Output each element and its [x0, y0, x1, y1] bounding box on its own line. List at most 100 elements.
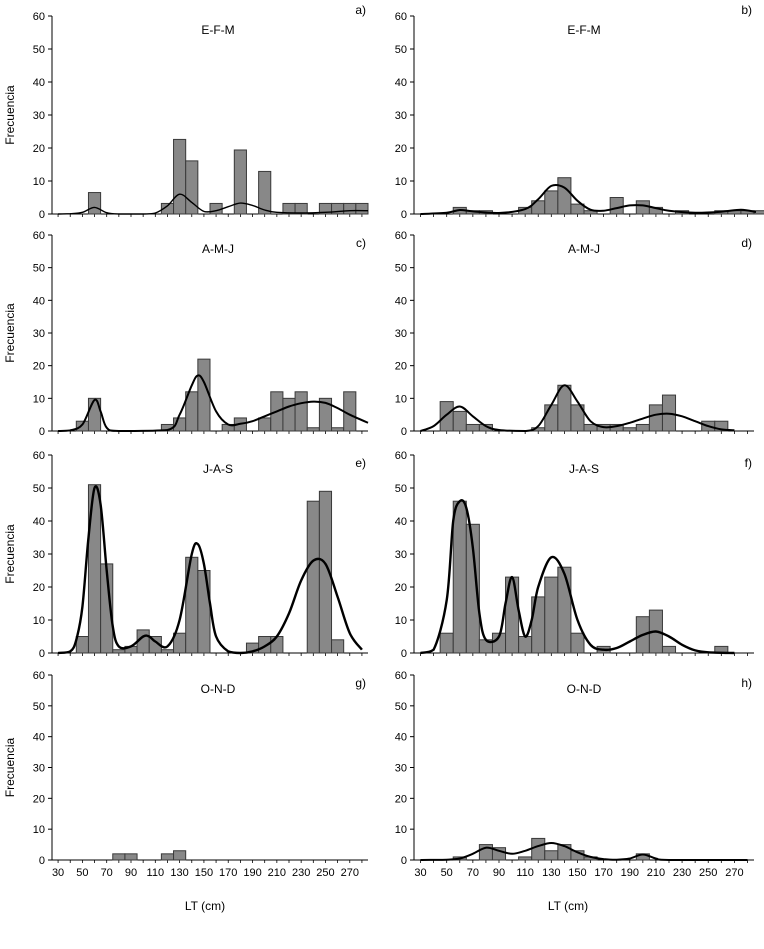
y-tick-label: 10: [395, 393, 407, 405]
histogram-bar-5: [544, 404, 559, 432]
y-tick-label: 60: [395, 670, 407, 682]
y-tick-label: 50: [33, 263, 45, 275]
y-tick-label: 20: [33, 793, 45, 805]
y-axis-label: Frecuencia: [3, 303, 17, 363]
histogram-bar-12: [635, 423, 650, 432]
x-tick-label: 270: [341, 867, 359, 879]
density-curve: [420, 841, 748, 862]
histogram-bar-7: [570, 203, 585, 215]
histogram-bar-0: [112, 853, 126, 861]
x-tick-label: 130: [542, 867, 560, 879]
y-tick-label: 50: [395, 44, 407, 56]
y-tick-label: 30: [33, 763, 45, 775]
y-tick-label: 20: [395, 143, 407, 155]
density-curve: [420, 384, 735, 433]
y-tick-label: 30: [395, 549, 407, 561]
y-axis-label: Frecuencia: [3, 524, 17, 584]
x-tick-label: 270: [725, 867, 743, 879]
panel-title: O-N-D: [201, 682, 236, 696]
histogram-bar-9: [609, 197, 624, 215]
y-tick-label: 40: [33, 516, 45, 528]
x-axis-label-right: LT (cm): [548, 899, 588, 913]
y-tick-label: 10: [33, 176, 45, 188]
histogram-bar-2: [173, 138, 187, 215]
y-tick-label: 50: [395, 263, 407, 275]
y-tick-label: 60: [395, 450, 407, 462]
y-tick-label: 0: [39, 855, 45, 867]
histogram-bar-12: [306, 427, 320, 432]
y-tick-label: 20: [395, 582, 407, 594]
y-axis-label: Frecuencia: [3, 85, 17, 145]
histogram-bar-3: [518, 856, 533, 861]
y-tick-label: 10: [33, 824, 45, 836]
y-tick-label: 10: [395, 824, 407, 836]
density-curve: [57, 485, 363, 655]
panel-c: 0 10 20 30 40 50 60 A-M-J c) Frecuencia: [3, 230, 369, 438]
panel-title: E-F-M: [201, 23, 234, 37]
y-tick-label: 40: [395, 516, 407, 528]
x-tick-label: 190: [243, 867, 261, 879]
panel-letter: c): [356, 236, 366, 250]
y-tick-label: 0: [39, 426, 45, 438]
histogram-bar-9: [557, 566, 572, 654]
y-tick-label: 20: [33, 361, 45, 373]
y-tick-label: 60: [395, 230, 407, 242]
y-tick-label: 0: [401, 855, 407, 867]
y-tick-label: 30: [33, 110, 45, 122]
y-tick-label: 50: [33, 483, 45, 495]
histogram-bar-10: [570, 632, 585, 654]
histogram-bar-7: [570, 404, 585, 432]
x-tick-label: 230: [292, 867, 310, 879]
x-tick-label: 250: [699, 867, 717, 879]
y-tick-label: 20: [395, 361, 407, 373]
x-tick-label: 70: [101, 867, 113, 879]
panel-title: O-N-D: [567, 682, 602, 696]
x-tick-label: 90: [125, 867, 137, 879]
histogram-bar-8: [544, 576, 559, 654]
x-tick-label: 190: [621, 867, 639, 879]
histogram-bar-1: [452, 410, 467, 432]
histogram-bar-0: [87, 192, 102, 215]
x-axis-label-left: LT (cm): [185, 899, 225, 913]
panel-letter: e): [355, 456, 366, 470]
x-tick-label: 50: [76, 867, 88, 879]
panel-letter: d): [741, 236, 752, 250]
density-curve: [420, 183, 757, 215]
y-tick-label: 0: [401, 648, 407, 660]
y-tick-label: 30: [33, 549, 45, 561]
y-tick-label: 50: [395, 483, 407, 495]
histogram-bar-5: [233, 149, 247, 215]
histogram-bar-2: [465, 423, 480, 432]
y-tick-label: 40: [33, 732, 45, 744]
x-tick-label: 210: [647, 867, 665, 879]
histogram-bar-4: [531, 837, 546, 861]
histogram-bar-11: [622, 427, 637, 432]
x-tick-label: 30: [414, 867, 426, 879]
histogram-bar-13: [270, 636, 284, 654]
histogram-bar-8: [258, 417, 272, 432]
y-tick-label: 40: [33, 77, 45, 89]
y-axis-label: Frecuencia: [3, 738, 17, 798]
histogram-bar-0: [439, 401, 454, 432]
histogram-bar-3: [173, 850, 187, 861]
panel-letter: a): [355, 3, 366, 17]
panel-letter: h): [741, 676, 752, 690]
density-curve: [58, 193, 369, 215]
panel-title: E-F-M: [567, 23, 600, 37]
histogram-bar-6: [518, 636, 533, 654]
histogram-bar-15: [318, 490, 333, 654]
panel-title: A-M-J: [202, 242, 234, 256]
histogram-bar-5: [544, 190, 559, 215]
histogram-bar-11: [343, 202, 357, 215]
panel-d: 0 10 20 30 40 50 60 A-M-J d): [395, 230, 754, 438]
histogram-bar-6: [557, 384, 572, 432]
x-tick-label: 110: [516, 867, 534, 879]
histogram-bar-0: [439, 632, 454, 654]
density-curve: [420, 499, 735, 655]
y-tick-label: 0: [401, 209, 407, 221]
histogram-bar-14: [331, 427, 345, 432]
y-tick-label: 50: [33, 701, 45, 713]
y-tick-label: 20: [33, 143, 45, 155]
histogram-bar-1: [452, 500, 467, 654]
